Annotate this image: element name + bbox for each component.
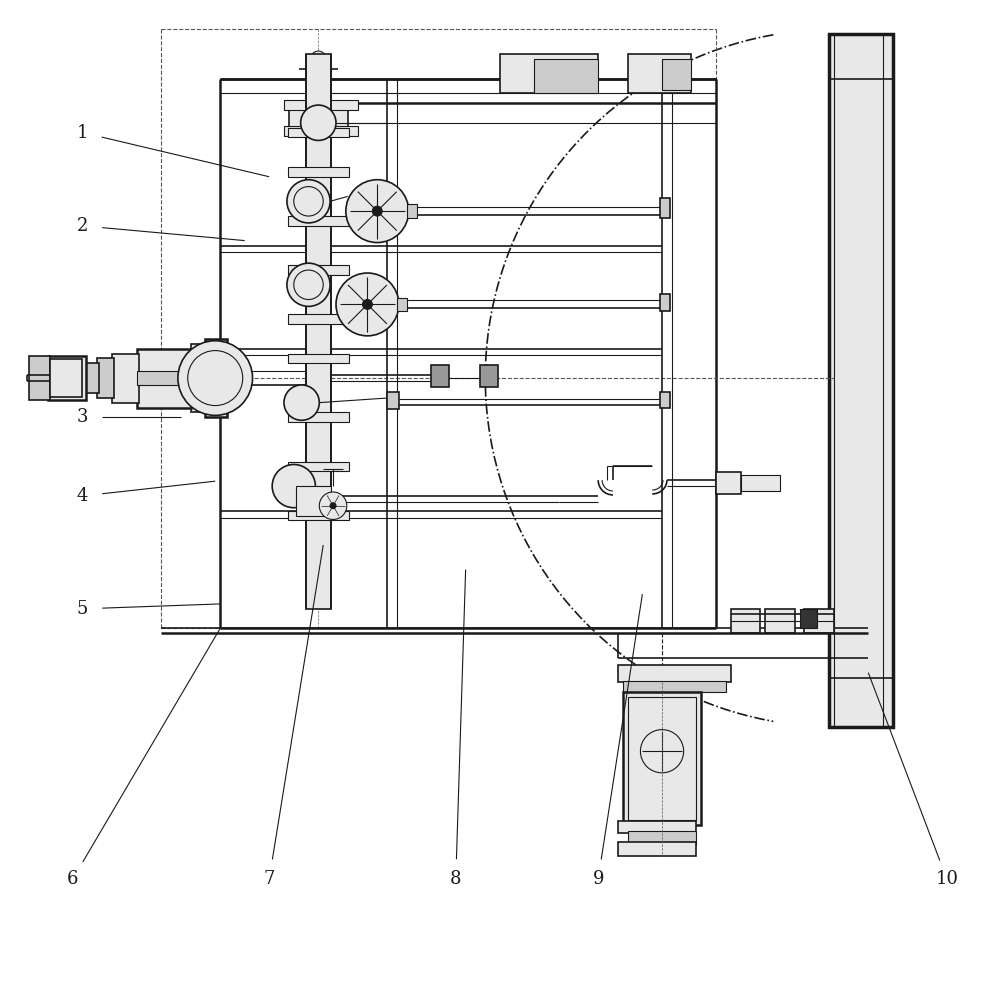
Bar: [765, 609, 795, 633]
Text: 10: 10: [935, 870, 958, 888]
Bar: [288, 511, 349, 520]
Bar: [480, 365, 498, 387]
Bar: [288, 412, 349, 422]
Bar: [716, 472, 741, 494]
Bar: [500, 54, 598, 93]
Bar: [660, 392, 670, 408]
Bar: [205, 339, 227, 417]
Bar: [288, 216, 349, 226]
Bar: [288, 354, 349, 363]
Circle shape: [319, 492, 347, 519]
Text: 8: 8: [450, 870, 462, 888]
Bar: [284, 100, 358, 110]
Circle shape: [178, 341, 253, 415]
Circle shape: [346, 180, 409, 243]
Circle shape: [336, 273, 399, 336]
Bar: [623, 681, 726, 692]
Text: 7: 7: [264, 870, 275, 888]
Text: 4: 4: [77, 487, 88, 505]
Bar: [431, 365, 449, 387]
Circle shape: [287, 180, 330, 223]
Bar: [618, 665, 731, 682]
Circle shape: [363, 300, 372, 309]
Bar: [623, 692, 701, 825]
Bar: [191, 344, 208, 412]
Circle shape: [272, 464, 315, 508]
Bar: [306, 54, 331, 609]
Text: 5: 5: [77, 600, 88, 618]
Bar: [296, 486, 331, 516]
Bar: [800, 609, 817, 628]
Text: 3: 3: [77, 409, 88, 426]
Bar: [288, 462, 349, 471]
Bar: [83, 363, 99, 393]
Bar: [731, 609, 760, 633]
Bar: [397, 298, 407, 311]
Bar: [137, 349, 191, 408]
Bar: [288, 128, 349, 137]
Bar: [628, 831, 696, 845]
Bar: [741, 475, 780, 491]
Circle shape: [330, 503, 336, 509]
Text: 6: 6: [67, 870, 79, 888]
Bar: [804, 609, 834, 633]
Bar: [662, 59, 691, 90]
Bar: [48, 356, 86, 400]
Text: 1: 1: [77, 124, 88, 141]
Bar: [628, 54, 691, 93]
Bar: [618, 821, 696, 833]
Text: 2: 2: [77, 217, 88, 235]
Circle shape: [310, 51, 326, 67]
Bar: [288, 314, 349, 324]
Bar: [407, 204, 417, 218]
Bar: [34, 361, 50, 395]
Bar: [50, 359, 82, 397]
Bar: [660, 294, 670, 311]
Bar: [288, 167, 349, 177]
Bar: [829, 34, 893, 727]
Bar: [29, 356, 50, 400]
Text: 9: 9: [592, 870, 604, 888]
Circle shape: [287, 263, 330, 306]
Bar: [660, 198, 670, 218]
Circle shape: [301, 105, 336, 140]
Bar: [628, 697, 696, 820]
Circle shape: [372, 206, 382, 216]
Bar: [112, 354, 139, 403]
Circle shape: [284, 385, 319, 420]
Bar: [284, 126, 358, 136]
Bar: [288, 265, 349, 275]
Bar: [534, 59, 598, 93]
Bar: [137, 371, 191, 385]
Bar: [97, 358, 114, 398]
Bar: [387, 392, 399, 409]
Bar: [618, 842, 696, 856]
Bar: [289, 108, 348, 133]
